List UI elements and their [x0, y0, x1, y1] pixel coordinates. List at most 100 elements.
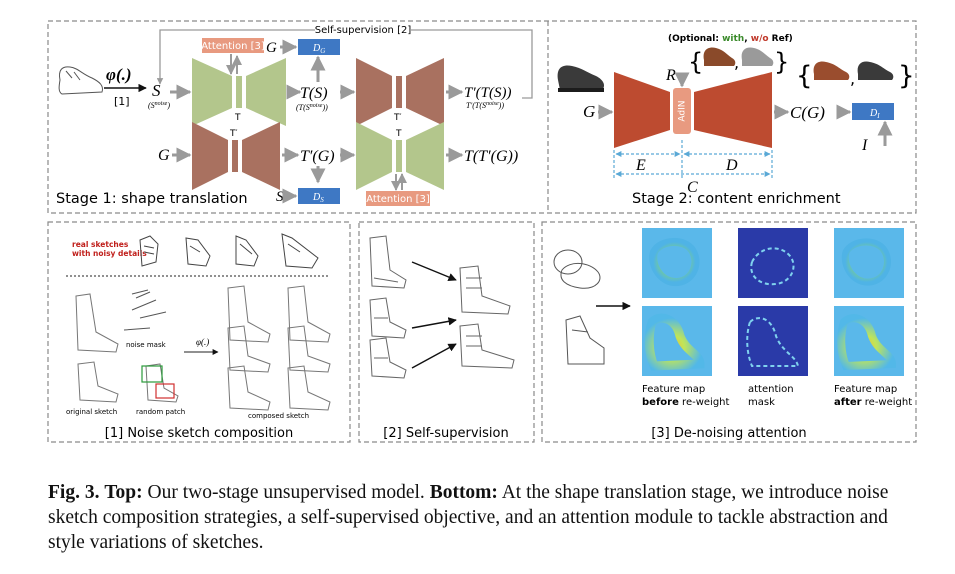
panel2-self-supervision: [2] Self-supervision — [369, 235, 515, 441]
decoder-d — [694, 72, 772, 148]
tpts-label: T′(T(S)) — [464, 85, 511, 101]
tp2-small-label: T′ — [229, 129, 238, 139]
col1-line1: Feature map — [642, 384, 705, 395]
generator-tp2-bottleneck — [232, 140, 238, 172]
encoder-e — [614, 72, 670, 148]
dark-shoe-output — [857, 61, 894, 80]
generator-t-bottleneck — [236, 76, 242, 108]
panel2-arrow-3 — [411, 343, 457, 369]
g-label: G — [583, 102, 595, 121]
noise-mask-label: noise mask — [126, 341, 167, 349]
dg-label: DG — [312, 43, 325, 55]
brace-left-ref: { — [688, 48, 703, 76]
panel2-arrow-1 — [411, 261, 457, 282]
s-bottom-label: S — [276, 189, 284, 205]
generator-tp-encoder — [356, 58, 392, 126]
generator-tp-bottleneck — [396, 76, 402, 108]
panel2-caption: [2] Self-supervision — [383, 426, 508, 441]
t-small-label: T — [234, 113, 241, 123]
ttpg-label: T(T′(G)) — [464, 148, 518, 165]
figure-canvas: φ(.) [1] S (Snoise) T Attention [3] G DG… — [47, 20, 917, 443]
s-noise-label: (Snoise) — [148, 101, 170, 110]
stage2-caption: Stage 2: content enrichment — [632, 191, 841, 207]
phi-label: φ(.) — [106, 65, 132, 84]
panel3-input-sketches — [553, 249, 605, 365]
col2-line1: attention — [748, 384, 794, 395]
panel1-caption: [1] Noise sketch composition — [105, 426, 293, 441]
top-text: Our two-stage unsupervised model. — [142, 482, 430, 503]
discriminator-ds — [298, 188, 340, 204]
panel1-phi-label: φ(.) — [196, 337, 209, 347]
stage1-caption: Stage 1: shape translation — [56, 191, 248, 207]
phi-ref-label: [1] — [114, 95, 130, 108]
gray-shoe-ref — [741, 47, 774, 66]
adain-block — [673, 88, 691, 134]
ds-label: DS — [312, 192, 324, 204]
real-sketch-samples — [139, 233, 319, 269]
col1-line2: before re-weight — [642, 397, 730, 408]
random-patch-green — [141, 365, 163, 383]
g-top-label: G — [266, 40, 277, 56]
stage1-diagram: φ(.) [1] S (Snoise) T Attention [3] G DG… — [56, 23, 533, 207]
i-label: I — [861, 137, 868, 154]
panel1-noise-composition: real sketches with noisy details — [66, 233, 331, 441]
col2-line2: mask — [748, 397, 775, 408]
col3-line1: Feature map — [834, 384, 897, 395]
original-sketch-label: original sketch — [66, 408, 117, 416]
attention-top-label: Attention [3] — [201, 41, 265, 52]
heatmap-after-2-shape — [837, 314, 897, 371]
c-label: C — [687, 179, 698, 196]
brace-right-out: } — [898, 61, 915, 91]
panel3-frame — [541, 221, 917, 443]
attention-mask-2-shape — [746, 317, 800, 367]
brace-left-out: { — [796, 61, 813, 91]
generator-t-decoder — [246, 58, 286, 126]
self-supervision-bg — [315, 23, 411, 35]
heatmap-before-2-shape — [644, 313, 705, 371]
attention-mask-2 — [738, 306, 808, 376]
panel1-frame — [47, 221, 351, 443]
real-sketches-line2: with noisy details — [72, 249, 147, 258]
dark-shoe-image — [557, 65, 604, 92]
brown-shoe-output — [813, 61, 850, 80]
tpg-label: T′(G) — [300, 148, 335, 165]
bottom-text: At the shape translation stage, we intro… — [48, 482, 889, 553]
top-label: Top: — [104, 482, 143, 503]
comma-ref: , — [734, 53, 739, 72]
tpts-noise-label: T′(T(Snoise)) — [466, 101, 504, 110]
g-bottom-label: G — [158, 147, 170, 164]
attention-top-box — [202, 38, 264, 53]
optional-ref-label: (Optional: with, w/o Ref) — [668, 34, 793, 44]
bottom-label: Bottom: — [429, 482, 498, 503]
attention-bottom-box — [366, 191, 430, 206]
panel3-caption: [3] De-noising attention — [651, 426, 806, 441]
discriminator-dg — [298, 39, 340, 55]
r-label: R — [665, 67, 676, 84]
stage2-diagram: G AdIN R (Optional: with, w/o Ref) { , }… — [557, 34, 915, 207]
t2-small-label: T — [395, 129, 402, 139]
self-supervision-loop — [156, 29, 533, 99]
real-sketches-line1: real sketches — [72, 240, 129, 249]
cg-label: C(G) — [790, 103, 825, 122]
di-label: DI — [869, 108, 880, 120]
heatmap-before-1-shape — [649, 238, 700, 287]
figure-caption: Fig. 3. Top: Our two-stage unsupervised … — [48, 480, 928, 555]
shoe-sketch-icon — [58, 66, 103, 95]
generator-t2-decoder — [406, 122, 444, 190]
panel3-denoising-attention: Feature map before re-weight attention m… — [553, 228, 912, 441]
tp-small-label: T′ — [393, 113, 402, 123]
heatmap-after-1-shape — [841, 238, 891, 286]
brown-shoe-ref — [703, 47, 736, 66]
d-label: D — [725, 157, 738, 174]
attention-mask-1-shape — [750, 247, 795, 286]
panel2-sketches — [369, 235, 515, 379]
generator-tp2-decoder — [242, 122, 280, 190]
fig-label: Fig. 3. — [48, 482, 100, 503]
attention-bottom-label: Attention [3] — [366, 194, 430, 205]
generator-t2-bottleneck — [396, 140, 402, 172]
self-supervision-label: Self-supervision [2] — [315, 25, 412, 36]
panel1-sketches — [75, 285, 331, 411]
panel2-frame — [358, 221, 535, 443]
generator-t2-encoder — [356, 122, 392, 190]
adain-label: AdIN — [678, 100, 688, 121]
